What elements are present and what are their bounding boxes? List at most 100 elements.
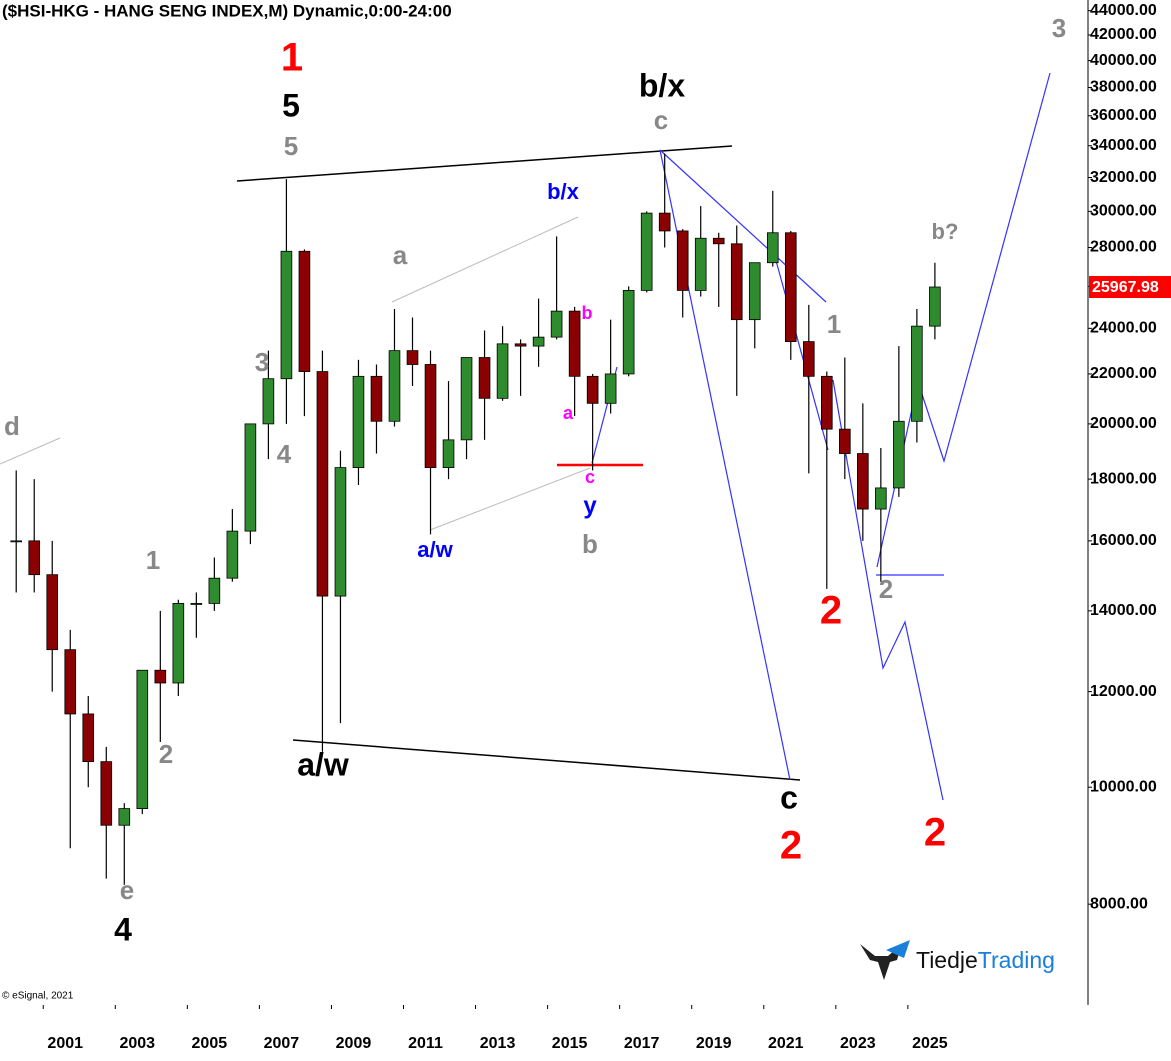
candle-body bbox=[316, 371, 329, 597]
wave-label: 3 bbox=[255, 347, 269, 377]
candle-body bbox=[875, 487, 887, 510]
x-tick-label: 2017 bbox=[624, 1035, 660, 1052]
wave-label: c bbox=[654, 105, 668, 135]
candle-body bbox=[622, 290, 635, 375]
wave-label: 2 bbox=[879, 574, 893, 604]
candle-body bbox=[244, 423, 257, 532]
y-tick-label: 16000.00 bbox=[1090, 532, 1157, 549]
logo-text: Tiedje bbox=[916, 947, 978, 973]
channel-line bbox=[429, 467, 591, 531]
y-tick-label: 32000.00 bbox=[1090, 169, 1157, 186]
chart-title: ($HSI-HKG - HANG SENG INDEX,M) Dynamic,0… bbox=[2, 1, 452, 20]
y-tick-label: 24000.00 bbox=[1090, 320, 1157, 337]
candle-body bbox=[496, 343, 509, 399]
candle-body bbox=[226, 530, 239, 579]
wave-label: 4 bbox=[277, 439, 292, 469]
y-tick-label: 44000.00 bbox=[1090, 2, 1157, 19]
y-tick-label: 34000.00 bbox=[1090, 137, 1157, 154]
x-tick-label: 2021 bbox=[768, 1035, 804, 1052]
candle-body bbox=[46, 574, 59, 651]
y-tick-label: 20000.00 bbox=[1090, 415, 1157, 432]
y-tick-label: 42000.00 bbox=[1090, 26, 1157, 43]
wave-label: 2 bbox=[924, 811, 946, 855]
wave-label: c bbox=[780, 779, 798, 815]
candle-body bbox=[857, 453, 869, 510]
candle-body bbox=[280, 250, 293, 380]
y-tick-label: 36000.00 bbox=[1090, 107, 1157, 124]
wave-label: e bbox=[120, 875, 134, 905]
candle-body bbox=[28, 540, 41, 576]
wave-label: 5 bbox=[282, 87, 300, 123]
wave-label: 3 bbox=[1052, 13, 1066, 43]
x-tick-label: 2019 bbox=[696, 1035, 732, 1052]
logo-icon bbox=[886, 940, 910, 958]
x-tick-label: 2001 bbox=[47, 1035, 83, 1052]
candle-body bbox=[406, 350, 419, 365]
channel-line bbox=[0, 437, 61, 465]
projection-line bbox=[774, 256, 829, 451]
wave-label: 2 bbox=[820, 589, 842, 633]
candle-body bbox=[424, 364, 437, 468]
logo: TiedjeTrading bbox=[860, 940, 1055, 980]
y-tick-label: 8000.00 bbox=[1090, 895, 1148, 912]
candle-body bbox=[190, 603, 203, 605]
wave-label: 2 bbox=[159, 739, 173, 769]
candle-body bbox=[154, 669, 167, 684]
wave-label: b bbox=[582, 529, 598, 559]
wave-label: b? bbox=[932, 219, 959, 244]
trendline bbox=[236, 145, 733, 182]
x-tick-label: 2025 bbox=[912, 1035, 948, 1052]
y-tick-label: 40000.00 bbox=[1090, 52, 1157, 69]
x-tick-label: 2011 bbox=[408, 1035, 443, 1052]
candle-body bbox=[514, 343, 527, 347]
logo-text: Trading bbox=[978, 947, 1055, 973]
wave-label: y bbox=[583, 492, 597, 519]
y-tick-label: 12000.00 bbox=[1090, 683, 1157, 700]
trendline bbox=[292, 739, 801, 781]
last-price-label: 25967.98 bbox=[1092, 279, 1159, 296]
x-tick-label: 2023 bbox=[840, 1035, 876, 1052]
candle-body bbox=[694, 237, 707, 291]
candle-body bbox=[10, 540, 23, 543]
last-price-box bbox=[1089, 276, 1171, 299]
candle-body bbox=[802, 341, 815, 377]
projection-line bbox=[832, 379, 944, 801]
wave-label: 1 bbox=[281, 36, 303, 80]
candle-body bbox=[658, 212, 671, 232]
x-tick-label: 2009 bbox=[336, 1035, 372, 1052]
candle-body bbox=[586, 375, 599, 404]
candle-body bbox=[640, 212, 653, 291]
wave-label: 5 bbox=[284, 131, 298, 161]
candle-body bbox=[118, 808, 131, 826]
wave-label: c bbox=[585, 467, 595, 487]
candle-body bbox=[370, 375, 383, 422]
candle-body bbox=[172, 603, 185, 684]
candle-body bbox=[893, 420, 905, 489]
wave-label: b bbox=[582, 303, 593, 323]
y-tick-label: 14000.00 bbox=[1090, 602, 1157, 619]
wave-label: 1 bbox=[146, 545, 160, 575]
copyright: © eSignal, 2021 bbox=[2, 991, 74, 1002]
x-tick-label: 2003 bbox=[119, 1035, 155, 1052]
candle-body bbox=[766, 232, 779, 264]
x-tick-label: 2005 bbox=[192, 1035, 228, 1052]
y-tick-label: 10000.00 bbox=[1090, 778, 1157, 795]
wave-label: a bbox=[563, 403, 574, 423]
wave-label: d bbox=[4, 411, 20, 441]
wave-label: b/x bbox=[639, 67, 685, 103]
wave-label: b/x bbox=[547, 179, 580, 204]
candle-body bbox=[82, 713, 95, 763]
candle-body bbox=[262, 378, 275, 425]
wave-label: 4 bbox=[114, 911, 132, 947]
candle-body bbox=[784, 232, 797, 342]
y-tick-label: 28000.00 bbox=[1090, 239, 1157, 256]
wave-label: 2 bbox=[780, 824, 802, 868]
y-tick-label: 30000.00 bbox=[1090, 203, 1157, 220]
candle-body bbox=[604, 373, 617, 404]
projection-line bbox=[659, 149, 827, 303]
candle-body bbox=[748, 262, 761, 321]
wave-label: 1 bbox=[827, 309, 841, 339]
x-tick-label: 2015 bbox=[552, 1035, 588, 1052]
